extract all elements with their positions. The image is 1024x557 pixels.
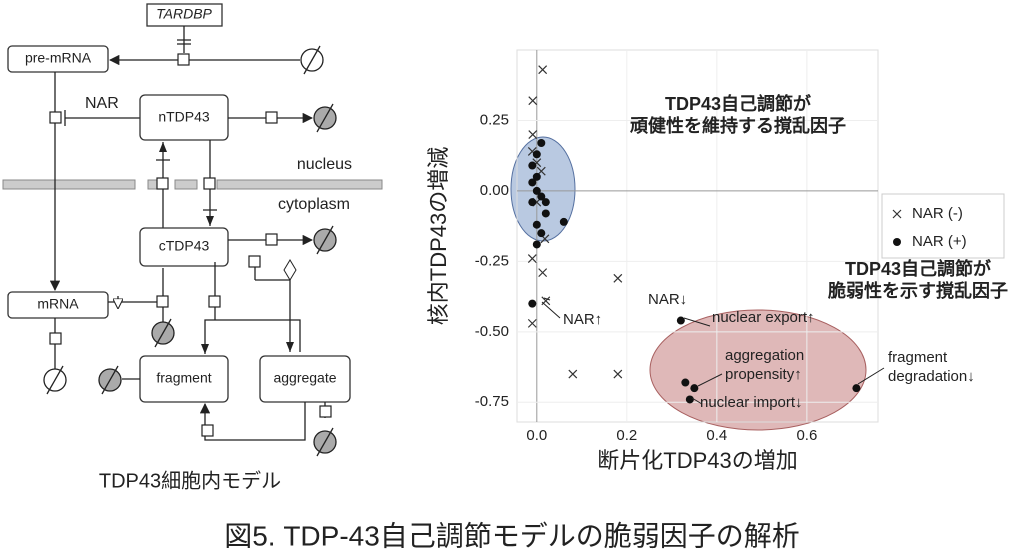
legend-box [881, 193, 1005, 259]
annotation: nuclear import↓ [700, 394, 803, 411]
point [538, 268, 548, 278]
diagram-title: TDP43細胞内モデル [99, 469, 281, 492]
node-box [139, 227, 229, 267]
point [538, 65, 548, 75]
y-tick-label: 0.25 [480, 111, 509, 128]
y-tick-label: -0.50 [475, 323, 509, 340]
point [676, 316, 685, 325]
point [528, 299, 537, 308]
point [852, 384, 861, 393]
compartment-label: nucleus [297, 156, 352, 173]
point [528, 96, 538, 106]
annotation: nuclear export↑ [712, 309, 815, 326]
link [108, 296, 158, 308]
legend-marker [892, 209, 902, 219]
point [613, 273, 623, 283]
point [613, 369, 623, 379]
annotation: 頑健性を維持する撹乱因子 [629, 115, 846, 136]
legend-marker [893, 238, 901, 246]
membrane [216, 179, 383, 190]
arrowhead [159, 142, 214, 226]
y-tick-label: 0.00 [480, 182, 509, 199]
scatter-plot: 0.0 0.2 0.4 0.6 0.25 0.00 -0.25 -0.50 -0.75 断片化TD… [426, 49, 1008, 473]
annotation: propensity↑ [725, 366, 802, 383]
x-tick-label: 0.2 [616, 427, 637, 444]
point [541, 296, 551, 306]
point [568, 369, 578, 379]
gene-label: TARDBP [156, 6, 212, 22]
node-box [7, 45, 109, 73]
annotation: aggregation [725, 347, 804, 364]
regulator-label: NAR [85, 95, 119, 112]
node-label: nTDP43 [158, 109, 210, 125]
squares [49, 53, 332, 437]
point [685, 395, 694, 404]
point [528, 130, 538, 139]
point [532, 150, 541, 159]
y-tick-label: -0.75 [475, 393, 509, 410]
point [532, 240, 541, 249]
membrane [174, 179, 198, 190]
y-axis-label: 核内TDP43の増減 [426, 147, 451, 325]
point [532, 186, 541, 195]
node-label: cTDP43 [159, 238, 210, 254]
annotation: degradation↓ [888, 368, 975, 385]
annotation: 脆弱性を示す撹乱因子 [827, 280, 1008, 301]
fragile-region [649, 309, 867, 431]
diagram: TARDBP pre-mRNA NAR nTDP43 nucleus cytop… [2, 3, 383, 492]
point [537, 139, 546, 147]
x-tick-label: 0.0 [526, 427, 547, 444]
node-label: fragment [156, 370, 211, 386]
node-label: pre-mRNA [25, 50, 92, 66]
inhibition [64, 110, 140, 126]
annotation: NAR↓ [648, 291, 687, 308]
legend-label: NAR (+) [912, 233, 967, 250]
y-tick-label: -0.25 [475, 252, 509, 269]
annotation-pointer [541, 297, 885, 405]
point [527, 254, 537, 263]
membrane [2, 179, 136, 190]
arrowhead [201, 342, 294, 354]
point [559, 217, 568, 226]
annotation: fragment [888, 349, 948, 366]
point [681, 378, 690, 387]
x-tick-label: 0.4 [706, 427, 727, 444]
point [541, 198, 550, 207]
point [690, 384, 699, 393]
annotation: TDP43自己調節が [845, 258, 991, 279]
plot-frame [516, 49, 879, 423]
annotation: NAR↑ [563, 311, 602, 328]
point [528, 198, 537, 207]
point [532, 172, 541, 181]
degradation [43, 45, 337, 457]
legend-label: NAR (-) [912, 205, 963, 222]
link [177, 26, 191, 53]
point [532, 220, 541, 229]
point [541, 209, 550, 218]
x-tick-label: 0.6 [796, 427, 817, 444]
node-label: mRNA [37, 296, 79, 312]
point [537, 192, 546, 201]
point [528, 161, 537, 170]
annotation: TDP43自己調節が [665, 93, 811, 114]
x-axis-label: 断片化TDP43の増加 [597, 448, 797, 473]
compartment-label: cytoplasm [278, 196, 350, 213]
point [527, 318, 537, 328]
node-label: aggregate [273, 370, 336, 386]
point [537, 229, 546, 238]
point [528, 178, 537, 187]
caption: 図5. TDP-43自己調節モデルの脆弱因子の解析 [224, 520, 800, 551]
